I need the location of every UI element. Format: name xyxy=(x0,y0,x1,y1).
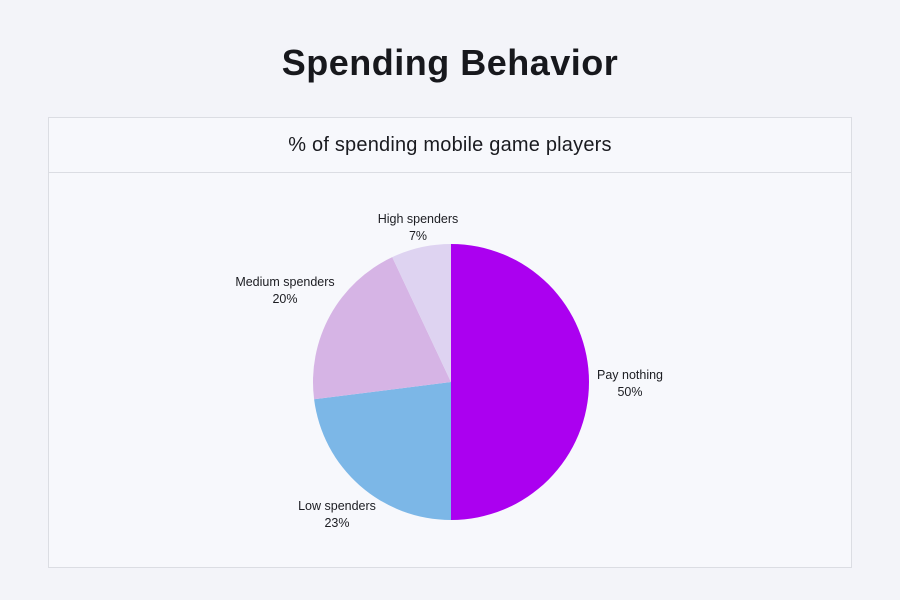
slice-label-text: High spenders xyxy=(377,212,459,226)
pie-slice-high-spenders xyxy=(392,244,451,382)
slice-label-medium-spenders: Medium spenders 20% xyxy=(235,274,334,308)
slice-label-text: Pay nothing xyxy=(596,368,664,382)
slice-label-value: 50% xyxy=(617,385,643,399)
pie-slice-medium-spenders xyxy=(313,257,451,400)
slice-label-value: 23% xyxy=(324,516,350,530)
pie-slice-pay-nothing xyxy=(451,244,589,520)
slice-label-value: 20% xyxy=(272,292,298,306)
slice-label-value: 7% xyxy=(408,229,428,243)
slice-label-text: Low spenders xyxy=(298,499,376,513)
chart-card: % of spending mobile game players Pay no… xyxy=(48,117,852,568)
slice-label-text: Medium spenders xyxy=(235,275,335,289)
slice-label-pay-nothing: Pay nothing 50% xyxy=(597,367,663,401)
pie-slice-low-spenders xyxy=(314,382,451,520)
slice-label-high-spenders: High spenders 7% xyxy=(378,211,459,245)
chart-card-header: % of spending mobile game players xyxy=(49,118,851,173)
chart-subtitle: % of spending mobile game players xyxy=(288,133,612,156)
pie-chart xyxy=(313,244,589,520)
pie-chart-svg xyxy=(313,244,589,520)
slice-label-low-spenders: Low spenders 23% xyxy=(298,498,376,532)
pie-plot-area: Pay nothing 50% Low spenders 23% Medium … xyxy=(49,173,851,567)
page-title: Spending Behavior xyxy=(281,42,619,83)
